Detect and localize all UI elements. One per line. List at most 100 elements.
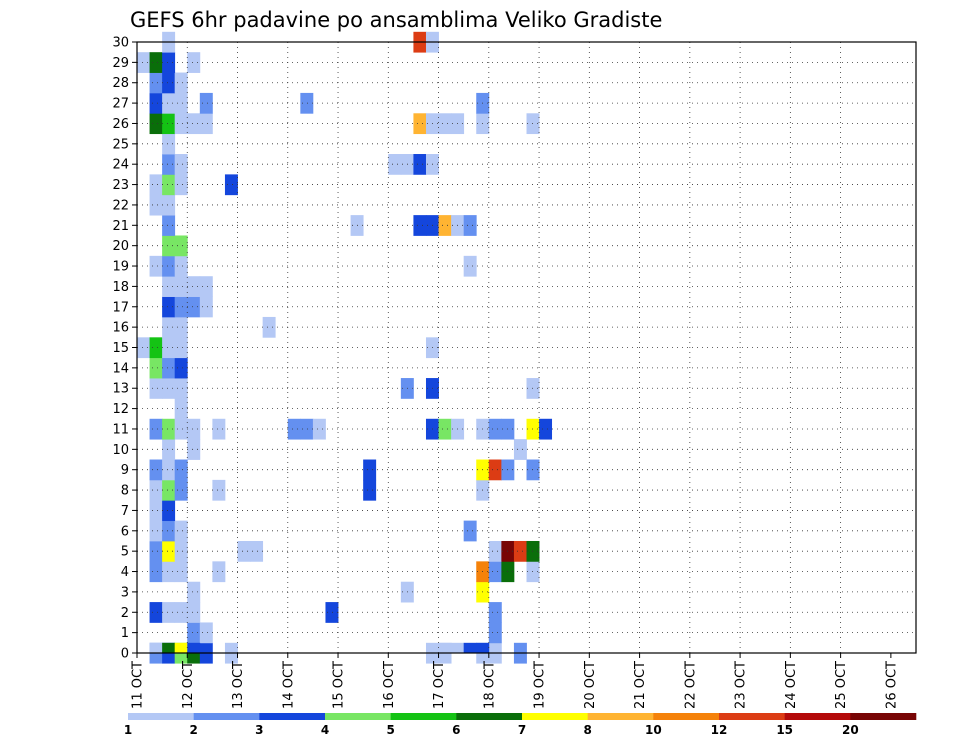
x-tick-label: 19 OCT xyxy=(533,661,548,709)
colorbar-swatch xyxy=(850,713,917,720)
heatmap-cell xyxy=(212,561,226,583)
heatmap-cell xyxy=(539,418,553,440)
heatmap-cell xyxy=(174,357,188,379)
heatmap-cell xyxy=(162,92,176,114)
colorbar-label: 7 xyxy=(518,723,526,737)
heatmap-cell xyxy=(363,479,377,501)
heatmap-cell xyxy=(162,255,176,277)
heatmap-cell xyxy=(187,418,201,440)
heatmap-cell xyxy=(162,520,176,542)
heatmap-cell xyxy=(162,418,176,440)
heatmap-cell xyxy=(413,215,427,236)
colorbar-swatch xyxy=(653,713,720,720)
y-axis: 0123456789101112131415161718192021222324… xyxy=(112,36,137,662)
heatmap-cell xyxy=(438,418,452,440)
heatmap-cell xyxy=(438,642,452,653)
heatmap-cell xyxy=(174,398,188,420)
y-tick-label: 15 xyxy=(112,341,129,356)
y-tick-label: 9 xyxy=(121,463,129,478)
heatmap-cell xyxy=(224,174,238,196)
heatmap-cell xyxy=(287,418,301,440)
y-tick-label: 11 xyxy=(112,422,129,437)
heatmap-cell xyxy=(325,602,339,623)
colorbar-swatch xyxy=(193,713,260,720)
heatmap-cell xyxy=(174,276,188,297)
y-tick-label: 8 xyxy=(121,484,129,499)
x-tick-label: 12 OCT xyxy=(181,661,196,709)
heatmap-cell xyxy=(149,500,163,522)
y-tick-label: 13 xyxy=(112,382,129,397)
colorbar-swatch xyxy=(587,713,654,720)
heatmap-cell xyxy=(187,296,201,318)
heatmap-cell xyxy=(187,622,201,644)
heatmap-cell xyxy=(149,642,163,653)
heatmap-cell xyxy=(149,378,163,399)
heatmap-cell xyxy=(513,540,527,562)
heatmap-cell xyxy=(149,561,163,583)
heatmap-cell xyxy=(488,561,502,583)
x-tick-label: 24 OCT xyxy=(784,661,799,709)
heatmap-cell xyxy=(149,72,163,94)
heatmap-cell xyxy=(312,418,326,440)
y-tick-label: 10 xyxy=(112,443,129,458)
heatmap-cell xyxy=(513,439,527,460)
heatmap-cell xyxy=(149,602,163,623)
heatmap-cell xyxy=(149,174,163,196)
heatmap-cell xyxy=(174,154,188,175)
heatmap-cell xyxy=(174,520,188,542)
heatmap-cell xyxy=(212,479,226,501)
y-tick-label: 7 xyxy=(121,504,129,519)
heatmap-cell xyxy=(174,235,188,257)
colorbar-swatch xyxy=(784,713,851,720)
x-tick-label: 20 OCT xyxy=(583,661,598,709)
y-tick-label: 0 xyxy=(121,647,129,662)
y-tick-label: 30 xyxy=(112,36,129,51)
heatmap-cell xyxy=(162,642,176,653)
colorbar-label: 12 xyxy=(711,723,728,737)
heatmap-cell xyxy=(149,337,163,359)
heatmap-cell xyxy=(174,540,188,562)
x-tick-label: 22 OCT xyxy=(683,661,698,709)
heatmap-cell xyxy=(199,622,213,644)
y-tick-label: 21 xyxy=(112,219,129,234)
heatmap-cell xyxy=(162,357,176,379)
heatmap-cell xyxy=(174,113,188,135)
heatmap-cell xyxy=(488,540,502,562)
heatmap-cell xyxy=(162,479,176,501)
heatmap-cell xyxy=(212,418,226,440)
x-tick-label: 18 OCT xyxy=(482,661,497,709)
x-tick-label: 13 OCT xyxy=(231,661,246,709)
heatmap-cell xyxy=(162,296,176,318)
x-tick-label: 23 OCT xyxy=(734,661,749,709)
heatmap-cell xyxy=(162,602,176,623)
colorbar-label: 2 xyxy=(189,723,197,737)
heatmap-cell xyxy=(488,622,502,644)
grid-layer xyxy=(137,42,916,653)
heatmap-cell xyxy=(174,561,188,583)
y-tick-label: 22 xyxy=(112,198,129,213)
heatmap-cell xyxy=(363,459,377,481)
x-tick-label: 16 OCT xyxy=(382,661,397,709)
heatmap-cell xyxy=(162,316,176,338)
heatmap-cell xyxy=(463,642,477,653)
y-tick-label: 6 xyxy=(121,524,129,539)
heatmap-cell xyxy=(463,520,477,542)
heatmap-cell xyxy=(162,439,176,460)
colorbar-swatch xyxy=(325,713,391,720)
heatmap-cell xyxy=(199,92,213,114)
y-tick-label: 4 xyxy=(121,565,129,580)
heatmap-cell xyxy=(174,72,188,94)
y-tick-label: 18 xyxy=(112,280,129,295)
y-tick-label: 24 xyxy=(112,158,129,173)
heatmap-cell xyxy=(162,500,176,522)
heatmap-cell xyxy=(149,194,163,216)
x-tick-label: 17 OCT xyxy=(432,661,447,709)
heatmap-cell xyxy=(174,296,188,318)
heatmap-cell xyxy=(149,357,163,379)
y-tick-label: 20 xyxy=(112,239,129,254)
heatmap-cell xyxy=(413,154,427,175)
heatmap-cell xyxy=(149,520,163,542)
heatmap-cell xyxy=(237,540,251,562)
heatmap-cell xyxy=(162,561,176,583)
heatmap-cell xyxy=(488,418,502,440)
